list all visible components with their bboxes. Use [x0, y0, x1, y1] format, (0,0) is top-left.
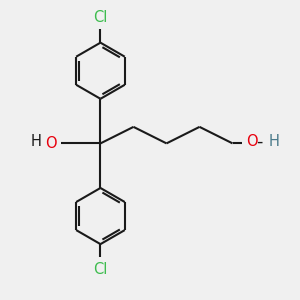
Text: Cl: Cl [93, 10, 108, 25]
Text: H: H [31, 134, 42, 149]
Text: H: H [269, 134, 280, 149]
Text: -: - [256, 133, 263, 151]
Text: O: O [45, 136, 57, 151]
Text: Cl: Cl [93, 262, 108, 277]
Text: O: O [246, 134, 258, 149]
